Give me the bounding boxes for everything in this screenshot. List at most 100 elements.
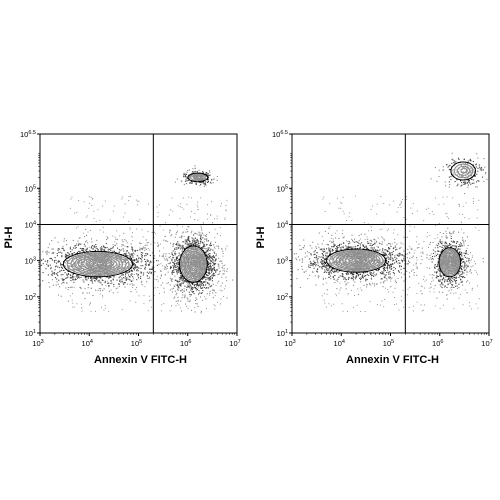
event-dot: [317, 271, 319, 273]
event-dot: [395, 281, 397, 283]
event-dot: [175, 259, 177, 261]
event-dot: [197, 243, 199, 245]
event-dot: [367, 243, 369, 245]
event-dot: [168, 253, 170, 255]
event-dot: [381, 271, 383, 273]
event-dot: [336, 249, 338, 251]
event-dot: [76, 211, 78, 213]
event-dot: [379, 249, 381, 251]
event-dot: [177, 261, 179, 263]
event-dot: [352, 277, 354, 279]
event-dot: [136, 273, 138, 275]
event-dot: [202, 181, 204, 183]
event-dot: [63, 238, 65, 240]
event-dot: [394, 255, 396, 257]
event-dot: [206, 174, 208, 176]
event-dot: [187, 298, 189, 300]
event-dot: [77, 240, 79, 242]
event-dot: [357, 241, 359, 243]
event-dot: [194, 165, 196, 167]
event-dot: [129, 279, 131, 281]
event-dot: [160, 263, 162, 265]
event-dot: [210, 269, 212, 271]
event-dot: [60, 295, 62, 297]
event-dot: [208, 269, 210, 271]
event-dot: [341, 233, 343, 235]
event-dot: [113, 205, 115, 207]
event-dot: [221, 267, 223, 269]
event-dot: [144, 267, 146, 269]
event-dot: [191, 182, 193, 184]
event-dot: [211, 201, 212, 203]
event-dot: [93, 217, 95, 219]
event-dot: [387, 261, 389, 263]
event-dot: [350, 247, 352, 249]
event-dot: [202, 284, 204, 286]
event-dot: [162, 229, 164, 231]
event-dot: [457, 248, 459, 250]
event-dot: [209, 273, 211, 275]
event-dot: [345, 245, 347, 247]
event-dot: [195, 303, 197, 305]
event-dot: [188, 257, 189, 259]
event-dot: [160, 243, 161, 245]
event-dot: [212, 269, 214, 271]
event-dot: [102, 296, 104, 298]
event-dot: [373, 243, 375, 245]
event-dot: [354, 238, 356, 240]
event-dot: [103, 250, 105, 252]
event-dot: [348, 243, 350, 245]
event-dot: [384, 252, 386, 254]
event-dot: [149, 262, 151, 264]
event-dot: [91, 280, 93, 282]
event-dot: [140, 265, 142, 267]
event-dot: [89, 303, 91, 305]
event-dot: [102, 226, 104, 228]
event-dot: [390, 278, 392, 280]
event-dot: [147, 248, 149, 249]
event-dot: [147, 230, 149, 232]
event-dot: [99, 247, 101, 249]
event-dot: [383, 276, 385, 278]
event-dot: [328, 272, 330, 274]
event-dot: [196, 288, 198, 290]
event-dot: [92, 248, 94, 250]
event-dot: [124, 212, 126, 214]
event-dot: [463, 255, 465, 257]
event-dot: [176, 248, 178, 250]
event-dot: [75, 253, 77, 255]
event-dot: [326, 270, 328, 272]
event-dot: [124, 286, 126, 288]
event-dot: [49, 286, 51, 288]
event-dot: [218, 265, 220, 267]
event-dot: [182, 259, 184, 261]
event-dot: [146, 271, 148, 273]
event-dot: [392, 263, 394, 265]
event-dot: [393, 247, 395, 249]
event-dot: [308, 266, 310, 268]
event-dot: [216, 233, 218, 235]
event-dot: [171, 288, 173, 290]
event-dot: [76, 277, 78, 279]
event-dot: [400, 254, 402, 256]
event-dot: [208, 272, 210, 274]
event-dot: [213, 304, 215, 306]
event-dot: [173, 271, 175, 273]
event-dot: [130, 274, 132, 276]
event-dot: [186, 297, 188, 299]
event-dot: [202, 290, 204, 292]
event-dot: [393, 259, 395, 261]
event-dot: [312, 241, 314, 243]
event-dot: [358, 240, 360, 242]
event-dot: [344, 281, 346, 283]
event-dot: [184, 296, 186, 298]
event-dot: [332, 240, 334, 242]
event-dot: [59, 286, 61, 288]
event-dot: [174, 290, 176, 292]
event-dot: [86, 247, 88, 249]
event-dot: [342, 242, 344, 244]
event-dot: [136, 255, 138, 257]
event-dot: [392, 260, 394, 262]
event-dot: [221, 260, 223, 262]
event-dot: [178, 281, 180, 283]
